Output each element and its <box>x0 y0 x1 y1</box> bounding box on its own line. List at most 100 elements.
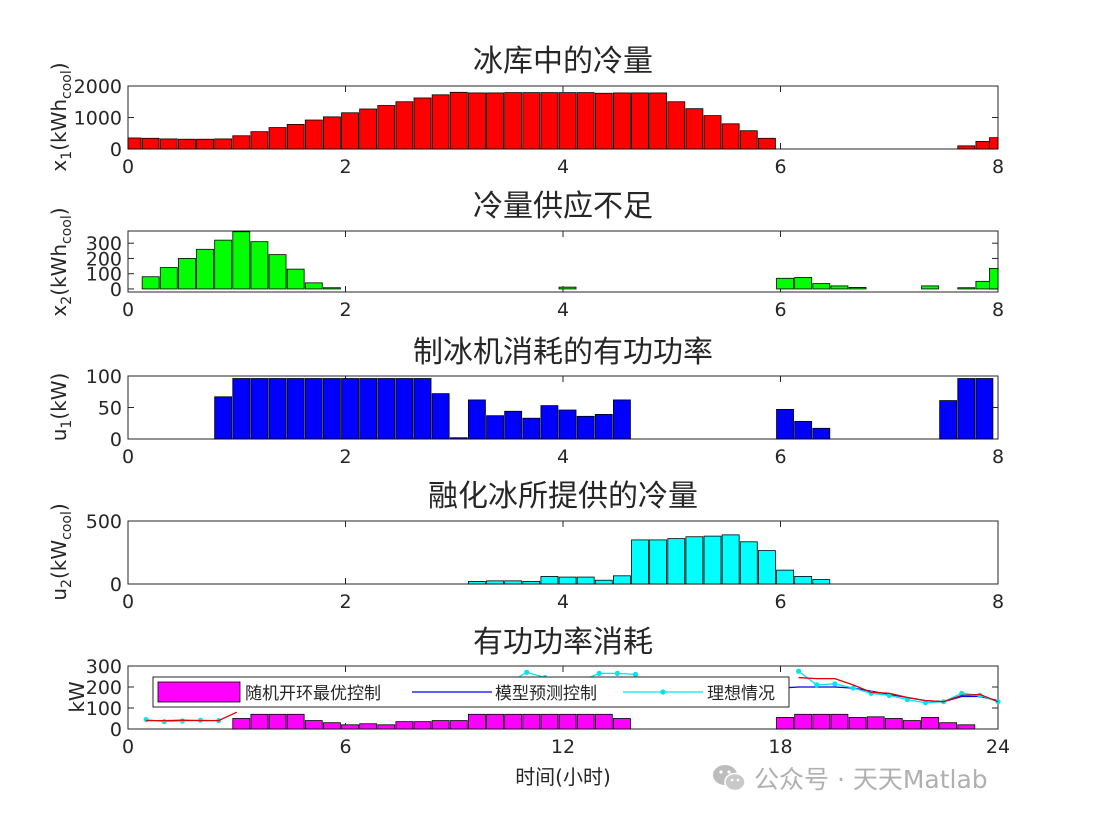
bar <box>576 576 595 585</box>
bar <box>468 399 486 440</box>
bar <box>667 538 686 585</box>
bar <box>286 713 305 730</box>
bar <box>377 105 396 150</box>
bar <box>159 138 178 150</box>
series-marker <box>959 690 965 696</box>
bar <box>214 239 233 290</box>
bar <box>776 569 794 585</box>
bar <box>631 92 649 150</box>
legend-swatch <box>157 681 241 703</box>
bar <box>685 536 704 585</box>
series-marker <box>632 671 639 678</box>
subplot-title: 融化冰所提供的冷量 <box>428 479 698 514</box>
bar <box>304 720 323 730</box>
bar <box>866 716 885 730</box>
bar <box>268 127 287 150</box>
bar <box>921 717 939 730</box>
bar <box>812 283 831 290</box>
series-marker <box>179 718 185 724</box>
x-tick-label: 0 <box>122 446 134 468</box>
bar <box>558 286 577 290</box>
bar <box>884 718 903 730</box>
bar <box>613 92 631 150</box>
bar <box>812 427 831 440</box>
x-tick-label: 8 <box>992 299 1004 321</box>
bar <box>395 378 414 440</box>
subplot-ice-storage: 冰库中的冷量 x1(kWhcool) 0 2 4 6 8 0 1000 2000 <box>47 44 1004 178</box>
bar <box>304 378 323 440</box>
subplot-title: 冷量供应不足 <box>473 189 653 224</box>
bar <box>558 92 577 150</box>
bar <box>214 396 233 440</box>
bar <box>232 718 251 730</box>
bar <box>540 713 559 730</box>
bar <box>794 713 813 730</box>
y-tick-label: 500 <box>86 511 122 533</box>
x-tick-label: 6 <box>774 299 786 321</box>
bar <box>939 722 958 730</box>
bar <box>957 724 976 730</box>
series-marker <box>832 681 838 687</box>
bar <box>178 138 196 150</box>
series-marker <box>161 719 167 725</box>
bar <box>486 580 504 585</box>
bar <box>776 717 794 730</box>
bar <box>341 378 359 440</box>
x-tick-label: 8 <box>992 446 1004 468</box>
bar <box>268 254 287 290</box>
watermark: 公众号 · 天天Matlab <box>712 758 988 798</box>
y-tick-label: 300 <box>86 656 122 678</box>
y-tick-label: 1000 <box>74 108 122 130</box>
bar <box>758 137 776 150</box>
bar <box>794 420 813 440</box>
bar <box>268 378 287 440</box>
bar <box>721 123 740 150</box>
bar <box>178 258 196 290</box>
bar <box>594 579 613 585</box>
bar <box>486 415 504 440</box>
bar <box>522 92 541 150</box>
bar <box>576 713 595 730</box>
bar <box>721 534 740 585</box>
bar <box>540 405 559 440</box>
x-tick-label: 0 <box>122 736 134 758</box>
bar <box>504 92 523 150</box>
bar <box>504 713 523 730</box>
bar <box>377 378 396 440</box>
bar <box>540 92 559 150</box>
legend-entry: 随机开环最优控制 <box>245 684 381 704</box>
x-tick-label: 0 <box>122 591 134 613</box>
series-marker <box>922 700 929 706</box>
bar <box>504 410 523 440</box>
bar <box>323 287 341 290</box>
y-axis-label: kW <box>65 681 89 713</box>
y-axis-label: x1(kWhcool) <box>47 62 75 171</box>
bar <box>159 267 178 290</box>
y-axis-label: u1(kW) <box>47 373 75 442</box>
bar <box>667 101 686 150</box>
bar <box>848 287 867 290</box>
bar <box>649 539 668 585</box>
bar <box>359 108 378 150</box>
bar <box>957 378 976 440</box>
bar <box>812 579 831 585</box>
bar <box>522 713 541 730</box>
x-tick-label: 2 <box>339 299 351 321</box>
bar <box>413 97 432 150</box>
plot-area: 0 2 4 6 8 0 50 100 <box>86 366 1004 468</box>
bar <box>413 721 432 730</box>
bar <box>613 399 631 440</box>
bar <box>794 576 813 585</box>
x-tick-label: 4 <box>557 299 569 321</box>
bar <box>939 400 958 440</box>
x-tick-label: 2 <box>339 156 351 178</box>
bar <box>830 285 849 290</box>
x-tick-label: 6 <box>339 736 351 758</box>
bar <box>449 437 468 440</box>
x-tick-label: 6 <box>774 156 786 178</box>
series-marker <box>614 670 620 676</box>
subplot-title: 冰库中的冷量 <box>473 44 653 79</box>
bar <box>703 115 722 150</box>
